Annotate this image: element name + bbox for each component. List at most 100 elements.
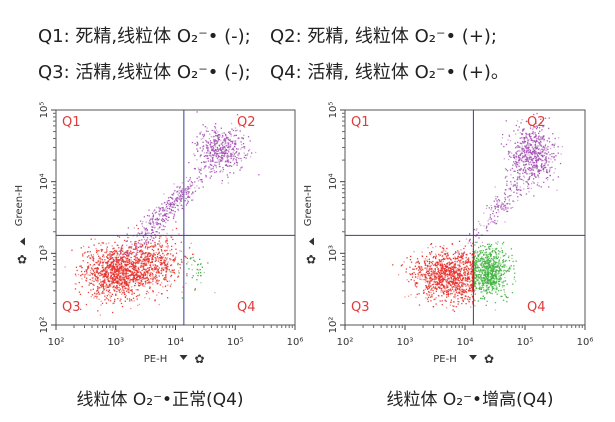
data-point — [538, 172, 540, 175]
data-point — [109, 264, 111, 267]
data-point — [225, 134, 227, 137]
data-point — [469, 297, 471, 299]
data-point — [425, 271, 427, 274]
data-point — [477, 267, 479, 269]
data-point — [519, 169, 521, 172]
data-point — [486, 291, 488, 294]
quadrant-label-q3: Q3 — [62, 300, 81, 315]
data-point — [137, 275, 140, 277]
data-point — [78, 291, 81, 293]
data-point — [108, 267, 110, 269]
data-point — [215, 140, 218, 142]
data-point — [117, 287, 119, 289]
data-point — [460, 249, 462, 251]
data-point — [140, 245, 142, 247]
data-point — [86, 272, 88, 274]
data-point — [177, 193, 179, 196]
data-point — [185, 191, 187, 194]
data-point — [120, 275, 122, 277]
data-point — [152, 280, 154, 282]
data-point — [98, 298, 100, 300]
data-point — [480, 250, 482, 252]
data-point — [213, 139, 215, 141]
data-point — [228, 148, 231, 150]
data-point — [520, 153, 522, 155]
data-point — [152, 291, 154, 293]
data-point — [103, 288, 105, 290]
data-point — [227, 156, 229, 158]
data-point — [202, 186, 204, 188]
data-point — [413, 268, 415, 270]
data-point — [179, 202, 181, 204]
data-point — [471, 290, 473, 292]
data-point — [241, 146, 243, 149]
data-point — [175, 256, 177, 258]
data-point — [515, 162, 518, 164]
data-point — [107, 276, 109, 278]
data-point — [218, 165, 221, 168]
data-point — [122, 287, 124, 290]
data-point — [463, 252, 465, 254]
data-point — [444, 253, 447, 255]
data-point — [446, 270, 448, 272]
data-point — [460, 297, 462, 299]
data-point — [120, 290, 123, 292]
data-point — [457, 252, 459, 254]
data-point — [486, 278, 488, 280]
data-point — [457, 298, 459, 300]
data-point — [93, 280, 95, 282]
data-point — [544, 164, 546, 167]
data-point — [427, 280, 429, 282]
data-point — [143, 242, 145, 244]
data-point — [108, 266, 111, 268]
data-point — [113, 270, 116, 272]
data-point — [154, 212, 156, 214]
data-point — [554, 143, 556, 145]
data-point — [98, 255, 100, 257]
data-point — [176, 200, 178, 203]
data-point — [513, 154, 515, 156]
data-point — [477, 251, 479, 253]
data-point — [482, 260, 484, 262]
data-point — [143, 259, 146, 262]
data-point — [423, 279, 425, 281]
data-point — [437, 274, 440, 276]
data-point — [447, 284, 449, 286]
data-point — [454, 280, 457, 282]
data-point — [426, 267, 428, 269]
data-point — [534, 144, 536, 146]
data-point — [532, 141, 534, 143]
data-point — [488, 280, 490, 282]
data-point — [418, 274, 420, 276]
data-point — [85, 269, 87, 271]
data-point — [460, 278, 462, 281]
data-point — [200, 181, 203, 183]
data-point — [121, 278, 124, 280]
data-point — [426, 268, 428, 271]
data-point — [470, 268, 472, 270]
data-point — [251, 152, 253, 154]
data-point — [110, 274, 112, 276]
data-point — [461, 285, 463, 287]
data-point — [477, 261, 479, 263]
data-point — [454, 279, 456, 281]
data-point — [485, 280, 487, 282]
data-point — [435, 290, 437, 292]
data-point — [163, 193, 165, 195]
data-point — [182, 286, 184, 288]
data-point — [508, 135, 511, 137]
data-point — [519, 142, 521, 144]
data-point — [534, 152, 536, 154]
data-point — [145, 264, 147, 266]
data-point — [147, 252, 149, 254]
data-point — [471, 263, 474, 265]
data-point — [140, 251, 142, 253]
data-point — [155, 251, 157, 254]
data-point — [106, 257, 109, 259]
data-point — [537, 148, 539, 150]
data-point — [221, 146, 224, 148]
data-point — [186, 273, 188, 275]
data-point — [413, 280, 415, 282]
data-point — [500, 270, 502, 272]
data-point — [144, 255, 146, 257]
